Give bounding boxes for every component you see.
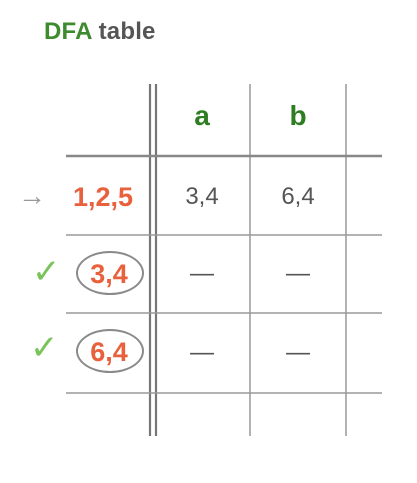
column-header-b: b bbox=[289, 100, 307, 131]
marked-state-circle-row2 bbox=[76, 251, 144, 295]
state-label-row2: 3,4 bbox=[90, 259, 128, 289]
start-arrow-icon: → bbox=[18, 180, 46, 211]
column-header-a: a bbox=[194, 100, 210, 131]
title-dfa: DFA bbox=[44, 18, 92, 45]
diagram-title: DFA table bbox=[44, 18, 156, 46]
marked-state-circle-row3 bbox=[76, 329, 144, 373]
cell-row1-a: 3,4 bbox=[185, 183, 219, 210]
title-table: table bbox=[98, 18, 156, 45]
cell-row3-a: — bbox=[190, 339, 214, 366]
check-icon-row2: ✓ bbox=[32, 253, 61, 291]
state-label-row1: 1,2,5 bbox=[72, 182, 134, 212]
cell-row1-b: 6,4 bbox=[281, 183, 315, 210]
check-icon-row3: ✓ bbox=[30, 329, 59, 367]
cell-row2-b: — bbox=[286, 260, 310, 287]
cell-row3-b: — bbox=[286, 339, 310, 366]
state-label-row3: 6,4 bbox=[90, 337, 128, 367]
cell-row2-a: — bbox=[190, 260, 214, 287]
